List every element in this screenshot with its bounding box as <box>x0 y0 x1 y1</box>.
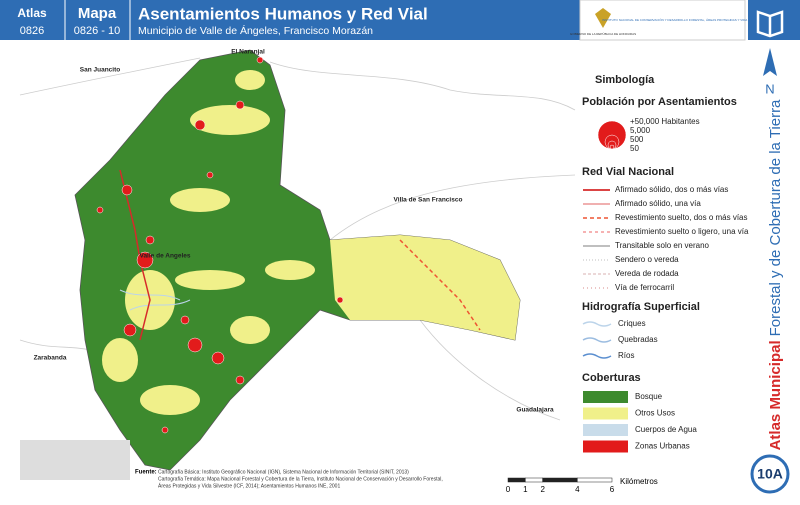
scale-label: 4 <box>575 485 580 494</box>
cover-swatch <box>583 424 628 436</box>
scale-segment <box>542 477 578 483</box>
place: Villa de San Francisco <box>394 197 463 204</box>
legend-label: Revestimiento suelto o ligero, una vía <box>615 227 749 236</box>
legend-label: Ríos <box>618 351 634 360</box>
place: Zarabanda <box>34 355 67 362</box>
header-bar <box>0 0 580 40</box>
legend-label: Criques <box>618 319 646 328</box>
emblem <box>595 8 611 28</box>
north-arrow <box>763 48 777 76</box>
cover-swatch <box>583 407 628 420</box>
legend-label: 500 <box>630 135 644 144</box>
settlements <box>96 56 344 434</box>
legend-label: Revestimiento suelto, dos o más vías <box>615 213 748 222</box>
source-lines: Cartografía Básica: Instituto Geográfico… <box>158 469 443 489</box>
map-code: 0826 - 10 <box>74 25 120 37</box>
cover-swatch <box>583 440 628 453</box>
road <box>399 239 481 331</box>
scale-label: 1 <box>523 485 528 494</box>
legend-heading: Hidrografía Superficial <box>582 301 700 313</box>
legend-label: Sendero o vereda <box>615 255 679 264</box>
boundaries <box>19 57 576 421</box>
legend-title: Simbología <box>595 74 655 86</box>
road-items: Afirmado sólido, dos o más vías Afirmado … <box>583 185 749 292</box>
source-line: Áreas Protegidas y Vida Silvestre (ICF, … <box>158 482 340 489</box>
atlas-bold: Atlas Municipal <box>767 340 784 450</box>
legend-label: Afirmado sólido, una vía <box>615 199 701 208</box>
scale-unit: Kilómetros <box>620 477 658 486</box>
hydro-symbol <box>582 321 612 327</box>
sheet-number: 10A <box>757 466 783 482</box>
legend-label: Vereda de rodada <box>615 269 679 278</box>
map-label: Mapa <box>78 5 117 22</box>
population-symbols <box>597 120 627 150</box>
place: Valle de Angeles <box>139 253 190 260</box>
cover-swatch <box>583 391 628 403</box>
legend-label: +50,000 Habitantes <box>630 117 700 126</box>
legend-label: Afirmado sólido, dos o más vías <box>615 185 728 194</box>
scale-segment <box>577 477 613 483</box>
atlas-rest: Forestal y de Cobertura de la Tierra <box>767 99 784 336</box>
legend-label: 5,000 <box>630 126 651 135</box>
place: Guadalajara <box>516 407 554 414</box>
locator-map <box>20 440 130 480</box>
atlas-label: Atlas <box>17 6 47 20</box>
legend-label: 50 <box>630 144 639 153</box>
logo-right: INSTITUTO NACIONAL DE CONSERVACIÓN Y DES… <box>602 17 770 22</box>
hydro-symbol <box>582 353 612 359</box>
subtitle: Municipio de Valle de Ángeles, Francisco… <box>138 24 373 37</box>
place-labels: El Naranjal San Juancito Villa de San Fr… <box>34 49 554 414</box>
place: El Naranjal <box>231 49 265 56</box>
north-label: N <box>765 81 774 96</box>
legend-heading: Red Vial Nacional <box>582 166 674 178</box>
legend-label: Vía de ferrocarril <box>615 283 674 292</box>
hydro-items: Criques Quebradas Ríos <box>582 319 658 360</box>
scale-bar: 0 1 2 4 6 Kilómetros <box>506 477 658 494</box>
place: San Juancito <box>80 67 120 74</box>
source-line: Cartografía Básica: Instituto Geográfico… <box>158 469 409 475</box>
scale-label: 6 <box>610 485 615 494</box>
legend-label: Bosque <box>635 392 663 401</box>
logo-left: GOBIERNO DE LA REPÚBLICA DE HONDURAS <box>570 31 636 36</box>
icon-box <box>748 0 800 40</box>
legend-label: Cuerpos de Agua <box>635 425 697 434</box>
cover-items: Bosque Otros Usos Cuerpos de Agua Zonas Urb… <box>583 391 697 453</box>
scale-segment <box>525 477 543 483</box>
hydro-symbol <box>582 337 612 343</box>
scale-label: 2 <box>540 485 545 494</box>
book-icon <box>756 10 784 38</box>
legend-label: Transitable solo en verano <box>615 241 710 250</box>
rivers <box>119 289 191 311</box>
source-line: Cartografía Temática: Mapa Nacional Fore… <box>158 476 443 482</box>
legend-label: Zonas Urbanas <box>635 442 690 451</box>
other-uses <box>102 70 520 415</box>
scale-segment <box>507 477 526 483</box>
legend-label: Quebradas <box>618 335 658 344</box>
legend-label: Otros Usos <box>635 409 675 418</box>
atlas-vertical: Atlas Municipal Forestal y de Cobertura d… <box>767 99 784 450</box>
title: Asentamientos Humanos y Red Vial <box>138 4 428 23</box>
sheet-circle <box>750 454 790 494</box>
legend-heading: Coberturas <box>582 372 641 384</box>
scale-label: 0 <box>506 485 511 494</box>
source-label: Fuente: <box>135 470 157 476</box>
legend-heading: Población por Asentamientos <box>582 96 737 108</box>
atlas-code: 0826 <box>20 25 44 37</box>
